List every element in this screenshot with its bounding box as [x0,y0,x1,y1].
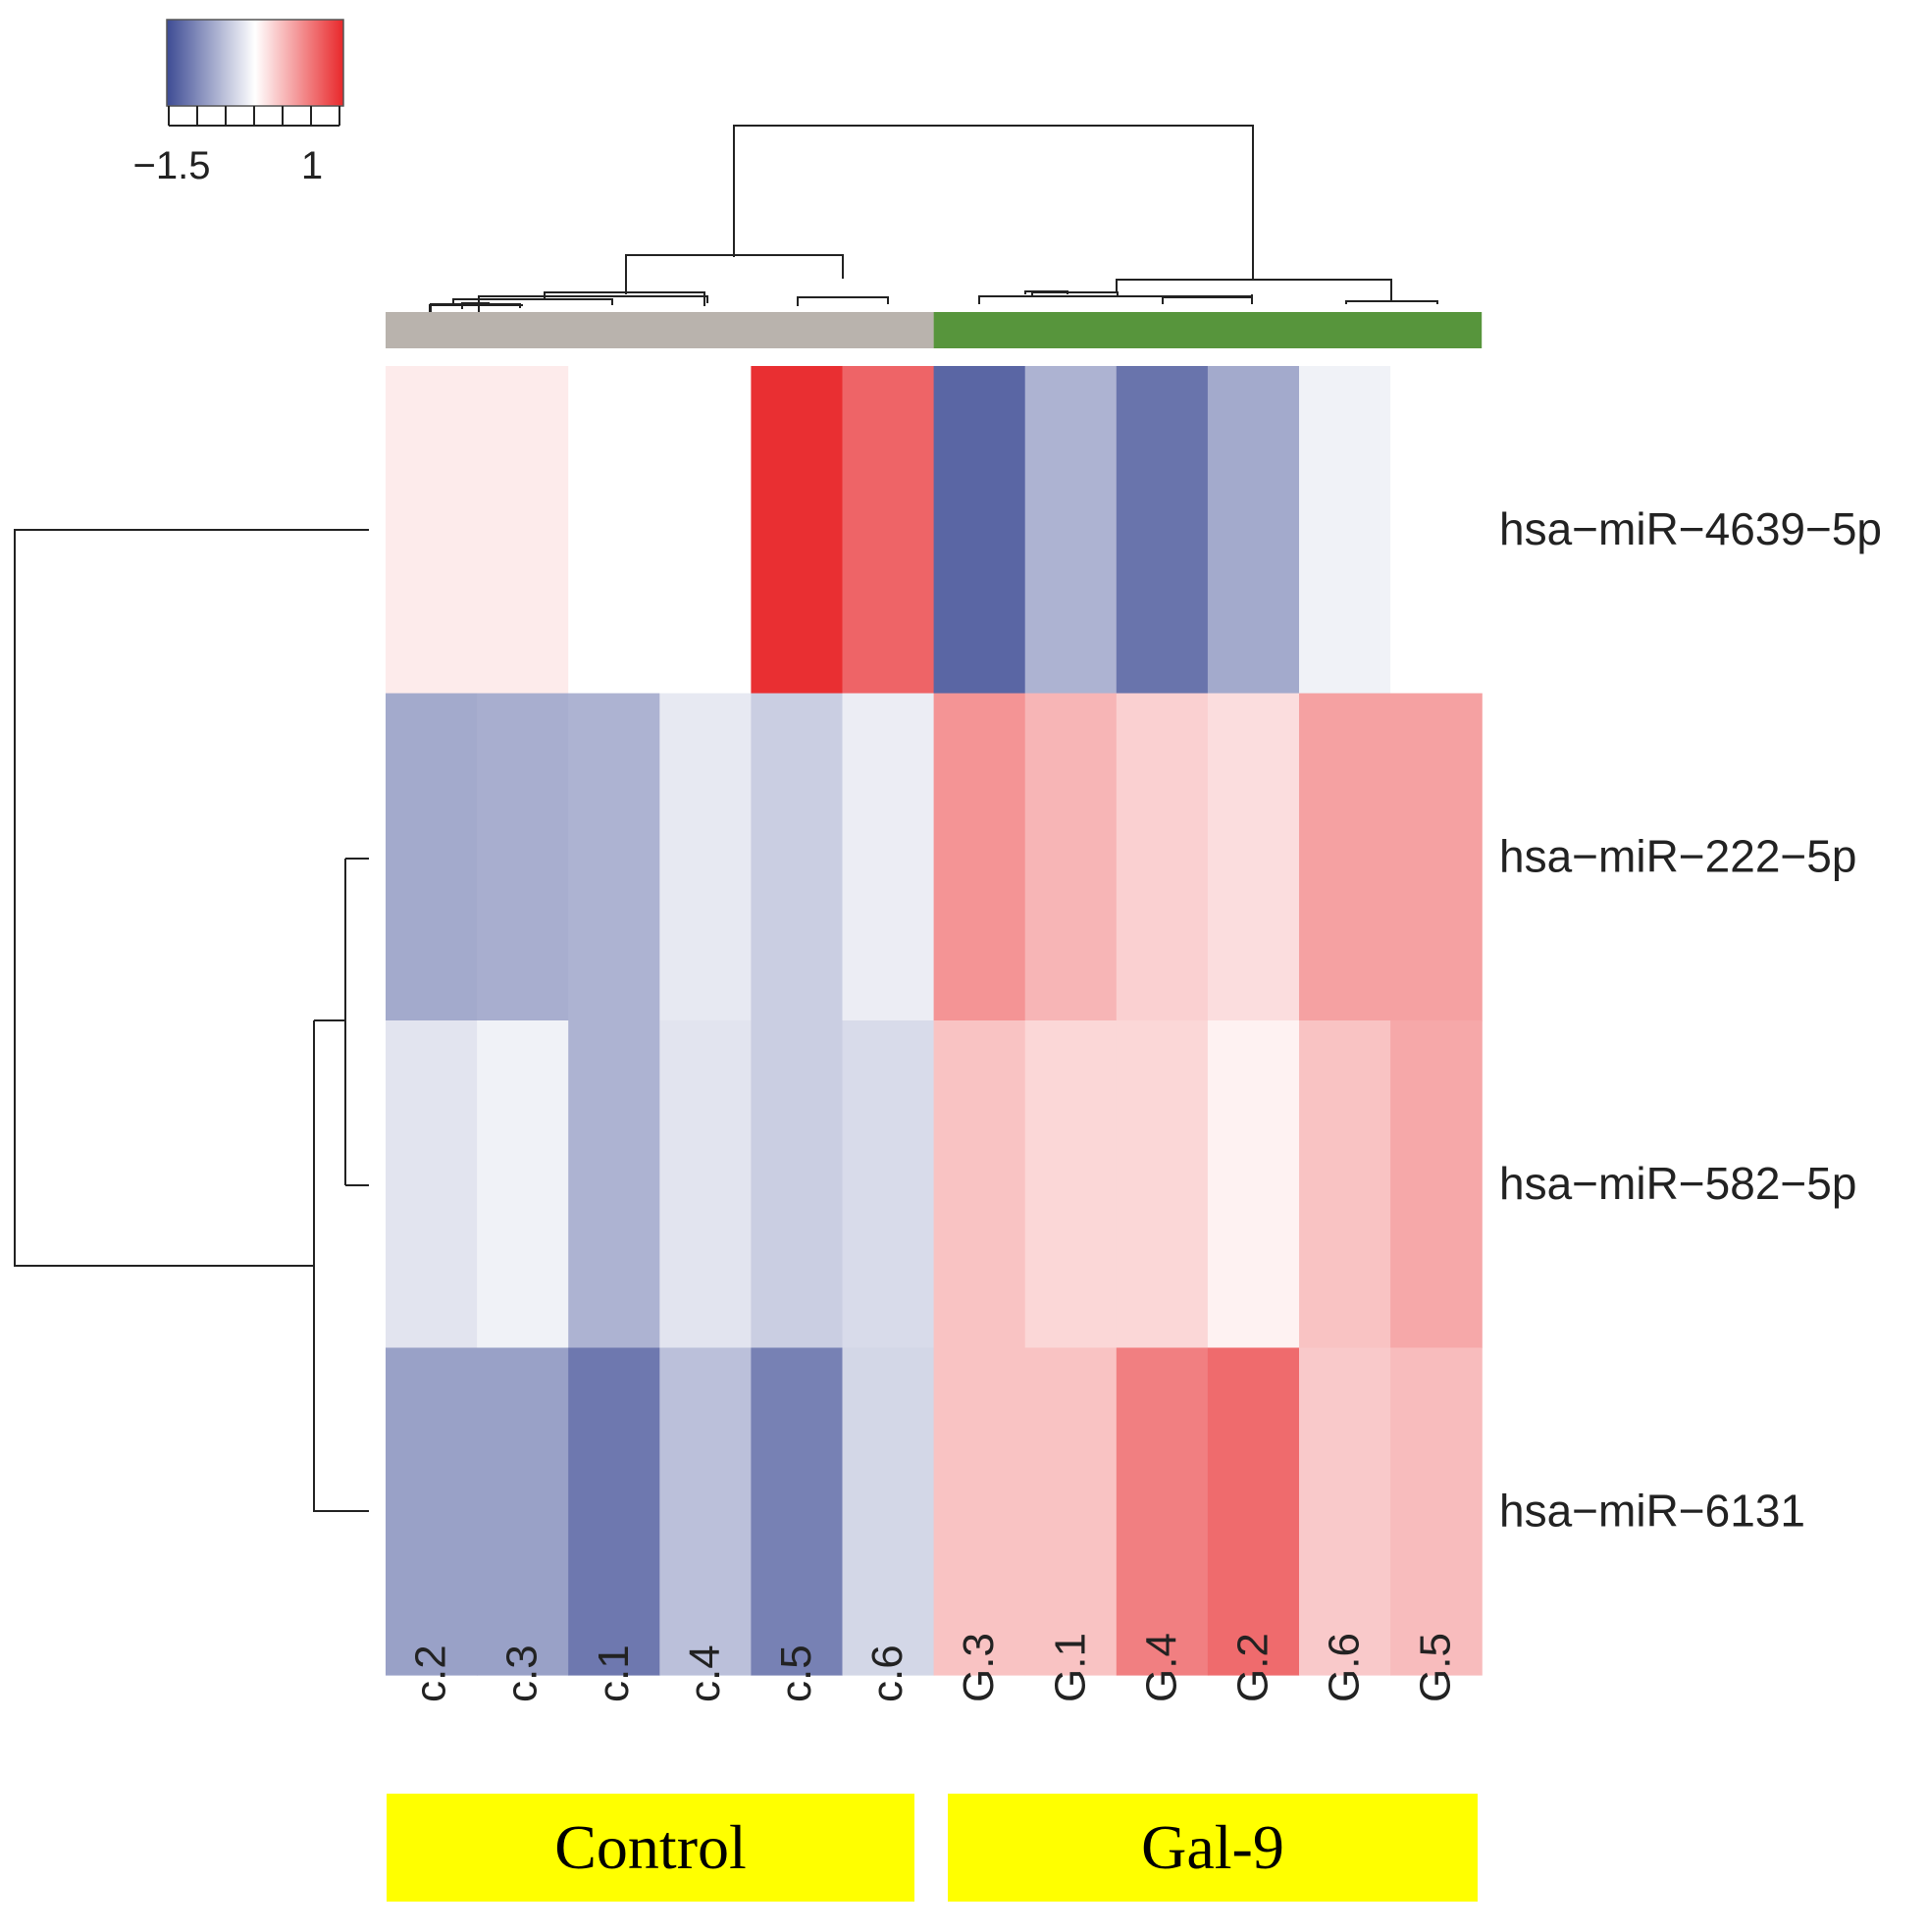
heatmap-cell [1116,366,1209,695]
heatmap-cell [386,1020,478,1349]
color-key-ticks [168,106,340,127]
heatmap-cell [386,693,478,1021]
row-dendrogram-lower [313,1020,369,1512]
heatmap-cell [386,1347,478,1676]
column-dendrogram-control [625,254,844,294]
heatmap-cell [386,366,478,695]
group-label-gal9: Gal-9 [948,1794,1478,1902]
heatmap-cell [1024,1347,1118,1676]
heatmap-cell [933,693,1026,1021]
column-dendrogram-c2-leaf [452,298,613,305]
group-bar-0 [386,312,934,348]
heatmap-cell [1024,1020,1118,1349]
row-dendrogram [14,529,369,1512]
heatmap-cell [1116,1347,1209,1676]
heatmap-cell [568,1347,660,1676]
heatmap-cells [386,366,1483,1676]
column-label: c.4 [681,1645,729,1702]
heatmap-cell [659,366,752,695]
heatmap-cell [751,1020,844,1349]
column-dendrogram-g1 [1024,290,1068,294]
column-dendrogram-c2 [429,304,523,312]
row-dendrogram-222-582 [314,858,369,1186]
row-dendrogram-root [14,529,369,1267]
heatmap-cell [1207,1347,1300,1676]
heatmap-cell [842,1347,935,1676]
heatmap-cell [1207,693,1300,1021]
heatmap-cell [1116,693,1209,1021]
row-label: hsa−miR−582−5p [1499,1158,1856,1209]
color-key-min-label: −1.5 [133,144,211,187]
group-label-control: Control [387,1794,914,1902]
heatmap-cell [842,693,935,1021]
heatmap-cell [1299,1347,1391,1676]
heatmap-cell [568,693,660,1021]
column-label: c.2 [407,1645,455,1702]
heatmap-cell [568,1020,660,1349]
heatmap-cell [659,693,752,1021]
column-dendrogram-g6-g5 [1345,300,1438,304]
color-key-gradient [166,19,344,107]
heatmap-cell [1299,1020,1391,1349]
color-key: −1.5 1 [133,19,344,187]
heatmap-cell [751,693,844,1021]
heatmap-cell [933,1347,1026,1676]
column-label: c.3 [498,1645,547,1702]
column-dendrogram-g3-g1 [1031,291,1119,297]
heatmap-cell [659,1020,752,1349]
column-dendrogram [429,125,1438,314]
column-label: c.5 [772,1645,820,1702]
heatmap-cell [1024,366,1118,695]
heatmap-cell [659,1347,752,1676]
row-label: hsa−miR−4639−5p [1499,503,1882,554]
heatmap-cell [568,366,660,695]
heatmap-cell [1024,693,1118,1021]
heatmap-cell [842,366,935,695]
heatmap-cell [477,1020,569,1349]
heatmap-cell [477,366,569,695]
heatmap-cell [933,366,1026,695]
row-label: hsa−miR−6131 [1499,1485,1805,1536]
column-label: G.1 [1046,1633,1094,1702]
column-label: G.4 [1137,1633,1185,1702]
column-label: G.2 [1228,1633,1276,1702]
heatmap-cell [1299,366,1391,695]
column-label: c.6 [863,1645,911,1702]
heatmap-cell [1390,1020,1483,1349]
color-key-max-label: 1 [301,144,323,187]
column-dendrogram-c5-c6 [797,296,889,306]
heatmap-cell [1207,1020,1300,1349]
row-label: hsa−miR−222−5p [1499,830,1856,881]
column-dendrogram-root [733,125,1254,279]
heatmap-cell [751,1347,844,1676]
heatmap-cell [1207,366,1300,695]
group-bar-1 [933,312,1483,348]
heatmap-cell [1116,1020,1209,1349]
heatmap-cell [842,1020,935,1349]
row-labels: hsa−miR−4639−5p hsa−miR−222−5p hsa−miR−582… [1499,503,1882,1537]
heatmap-cell [1390,693,1483,1021]
column-label: G.3 [955,1633,1003,1702]
column-group-bar [386,312,1483,348]
heatmap-cell [477,693,569,1021]
heatmap-cell [1390,1347,1483,1676]
heatmap-cell [1299,693,1391,1021]
column-label: G.6 [1321,1633,1369,1702]
column-dendrogram-c4 [544,291,705,306]
heatmap-cell [751,366,844,695]
column-labels: c.2 c.3 c.1 c.4 c.5 c.6 G.3 G.1 G.4 G.2 G.6 G.5 [407,1633,1460,1702]
heatmap-cell [933,1020,1026,1349]
heatmap-cell [1390,366,1483,695]
column-dendrogram-gal9-left [978,294,1253,304]
heatmap-cell [477,1347,569,1676]
column-dendrogram-g4-g2 [1162,296,1253,304]
column-label: G.5 [1412,1633,1460,1702]
column-dendrogram-gal9 [1116,279,1392,300]
column-label: c.1 [590,1645,638,1702]
